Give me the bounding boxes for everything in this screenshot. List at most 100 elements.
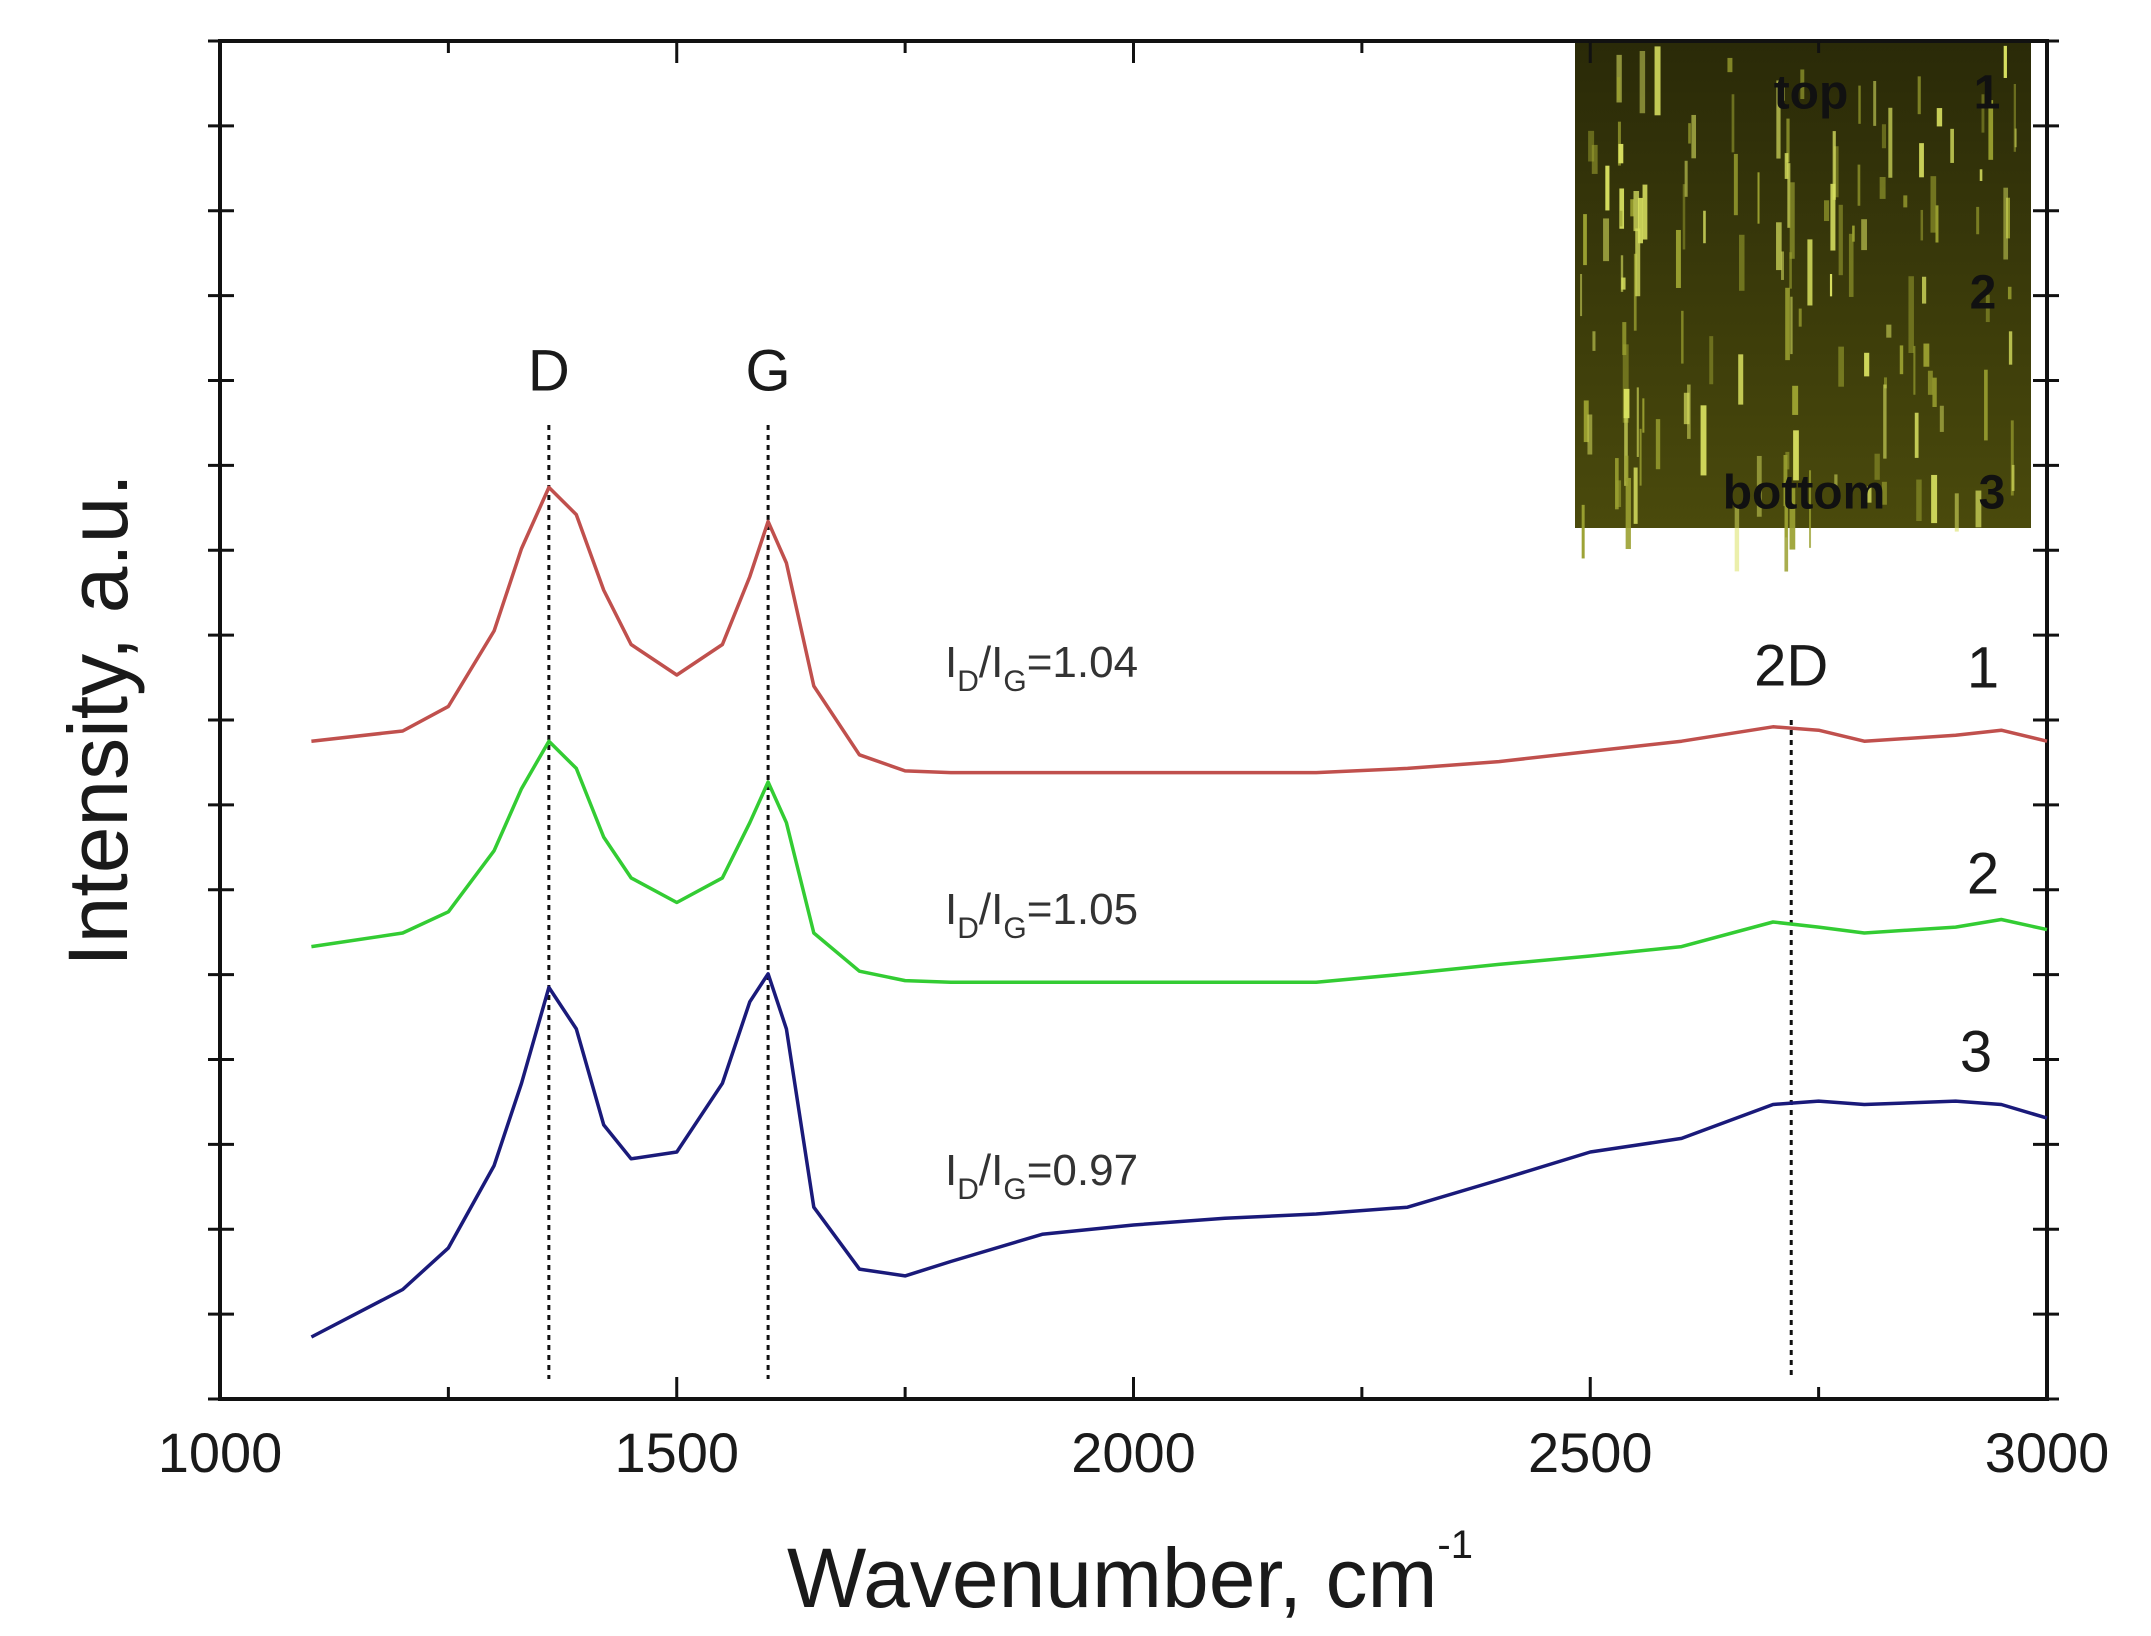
inset-streak	[1988, 100, 1994, 160]
inset-streak	[1888, 107, 1893, 178]
inset-streak	[1984, 369, 1988, 441]
inset-streak	[1838, 346, 1844, 387]
inset-streak	[1881, 124, 1887, 149]
inset-streak	[1639, 50, 1646, 114]
inset-streak	[1619, 188, 1625, 229]
inset-streak	[1858, 85, 1861, 124]
inset-streak	[1681, 310, 1684, 364]
inset-streak	[1792, 385, 1799, 415]
inset-bottom-label: bottom	[1723, 467, 1886, 520]
inset-streak	[1886, 324, 1892, 338]
peak-label: G	[746, 338, 791, 403]
inset-streak	[1932, 377, 1937, 408]
inset-mark: 2	[1970, 267, 1997, 320]
inset-streak	[2013, 83, 2016, 152]
inset-streak	[1734, 504, 1740, 572]
ratio-label-part: /I	[979, 1146, 1003, 1195]
inset-streak	[1879, 176, 1886, 199]
inset-streak	[1923, 343, 1930, 367]
ratio-label: ID/IG=0.97	[945, 1146, 1138, 1206]
inset-streak	[1852, 225, 1855, 242]
inset-streak	[1700, 405, 1707, 476]
series-label: 3	[1960, 1019, 1992, 1084]
inset-streak	[1864, 352, 1870, 377]
inset-streak	[1785, 287, 1790, 361]
inset-streak	[1655, 419, 1661, 470]
inset-streak	[1881, 481, 1887, 505]
x-axis-title: Wavenumber, cm-1	[787, 1523, 1473, 1626]
inset-streak	[1908, 276, 1914, 354]
inset-streak	[1874, 453, 1880, 480]
ratio-label: ID/IG=1.04	[945, 638, 1138, 698]
inset-streak	[1950, 128, 1954, 163]
inset-streak	[1588, 130, 1595, 162]
peak-label: 2D	[1754, 633, 1828, 698]
inset-streak	[1785, 481, 1788, 538]
inset-streak	[1709, 336, 1714, 385]
ratio-label-part: G	[1003, 912, 1026, 945]
inset-streak	[1731, 94, 1735, 153]
inset-streak	[1789, 252, 1792, 289]
inset-streak	[1739, 234, 1745, 291]
inset-streak	[1654, 46, 1661, 116]
inset-streak	[1780, 87, 1785, 101]
inset-streak	[1630, 199, 1634, 217]
y-axis-title: Intensity, a.u.	[51, 473, 145, 966]
inset-streak	[1583, 400, 1589, 443]
inset-streak	[1903, 195, 1908, 208]
x-tick-label: 2000	[1071, 1421, 1196, 1484]
inset-streak	[1866, 486, 1872, 503]
inset-streak	[1642, 398, 1645, 433]
inset-streak	[1583, 214, 1587, 266]
series-label: 1	[1967, 635, 1999, 700]
inset-streak	[1930, 176, 1937, 233]
x-tick-label: 1500	[614, 1421, 739, 1484]
inset-streak	[2010, 420, 2014, 496]
inset-streak	[1683, 392, 1690, 425]
inset-streak	[1786, 118, 1790, 163]
inset-streak	[1684, 160, 1688, 197]
inset-streak	[1834, 474, 1838, 486]
inset-mark: 1	[1974, 67, 2001, 120]
inset-streak	[1790, 296, 1793, 355]
inset-streak	[1616, 77, 1621, 101]
ratio-label-part: /I	[979, 885, 1003, 934]
inset-streak	[1621, 277, 1626, 290]
inset-streak	[1917, 76, 1921, 115]
inset-top-label: top	[1774, 67, 1849, 120]
inset-streak	[1642, 184, 1648, 240]
inset-streak	[1620, 255, 1624, 292]
inset-streak	[2007, 286, 2012, 300]
inset-streak	[1682, 184, 1686, 250]
inset-streak	[1757, 172, 1760, 224]
inset-streak	[1789, 488, 1796, 550]
inset-streak	[1787, 163, 1791, 228]
inset-streak	[1624, 411, 1628, 486]
inset-streak	[1807, 239, 1813, 306]
inset-streak	[1591, 144, 1598, 174]
inset-streak	[1922, 276, 1927, 304]
inset-streak	[1580, 273, 1583, 317]
inset-background	[1575, 41, 2031, 528]
inset-streak	[1615, 480, 1622, 508]
inset-streak	[1798, 308, 1802, 327]
inset-streak	[1727, 57, 1733, 73]
inset-streak	[2011, 464, 2015, 491]
inset-streak	[1927, 370, 1933, 395]
inset-streak	[1985, 294, 1990, 323]
inset-streak	[1913, 345, 1916, 395]
inset-streak	[1605, 165, 1610, 211]
ratio-label-part: D	[957, 912, 979, 945]
inset-streak	[1581, 504, 1585, 559]
inset-streak	[1623, 388, 1630, 419]
inset-streak	[1830, 183, 1836, 251]
inset-streak	[1776, 222, 1782, 271]
inset-streak	[1688, 123, 1691, 144]
inset-streak	[1633, 253, 1637, 331]
inset-streak	[1931, 474, 1938, 524]
inset-streak	[1675, 229, 1681, 288]
inset-streak	[1783, 454, 1788, 507]
inset-streak	[1617, 121, 1621, 166]
x-tick-label: 3000	[1985, 1421, 2110, 1484]
